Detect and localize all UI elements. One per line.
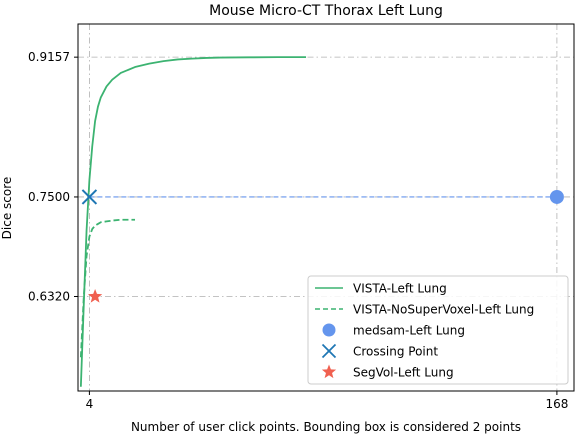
legend-label-segvol: SegVol-Left Lung xyxy=(353,366,454,380)
legend-swatch-crossing xyxy=(321,343,337,359)
axes-frame xyxy=(77,23,575,392)
legend-label-crossing: Crossing Point xyxy=(353,345,438,359)
plot-area xyxy=(79,56,564,387)
x-tick-label: 4 xyxy=(86,397,94,411)
y-tick-label: 0.7500 xyxy=(28,190,70,204)
legend-swatch-medsam xyxy=(322,323,336,337)
point-medsam xyxy=(549,189,564,204)
y-axis-ticks: 0.6320 0.7500 0.9157 xyxy=(28,50,78,304)
point-crossing xyxy=(81,189,98,205)
x-axis-ticks: 4 168 xyxy=(86,391,568,411)
y-tick-label: 0.6320 xyxy=(28,290,70,304)
x-axis-label: Number of user click points. Bounding bo… xyxy=(131,420,521,434)
legend-box xyxy=(307,275,569,385)
series-line-0 xyxy=(79,56,307,387)
point-segvol xyxy=(87,289,103,303)
legend: VISTA-Left Lung VISTA-NoSuperVoxel-Left … xyxy=(307,275,569,385)
legend-label-vista: VISTA-Left Lung xyxy=(353,282,447,296)
y-axis-label: Dice score xyxy=(0,177,14,240)
chart-title: Mouse Micro-CT Thorax Left Lung xyxy=(209,3,443,19)
legend-swatch-segvol xyxy=(321,364,337,379)
legend-label-vista-nosupervoxel: VISTA-NoSuperVoxel-Left Lung xyxy=(353,303,534,317)
series-line-1 xyxy=(79,218,136,358)
y-tick-label: 0.9157 xyxy=(28,50,70,64)
x-tick-label: 168 xyxy=(545,397,568,411)
legend-label-medsam: medsam-Left Lung xyxy=(353,324,465,338)
